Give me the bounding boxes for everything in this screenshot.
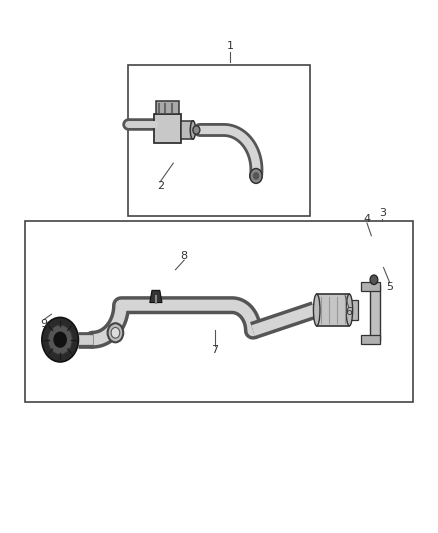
Text: 4: 4 — [364, 214, 371, 224]
Circle shape — [193, 126, 200, 134]
Text: 7: 7 — [211, 345, 218, 356]
Circle shape — [42, 317, 78, 362]
Text: 1: 1 — [226, 42, 233, 52]
Ellipse shape — [314, 294, 320, 326]
Bar — [156, 101, 179, 114]
Bar — [127, 65, 311, 216]
Text: 8: 8 — [180, 251, 188, 261]
Circle shape — [48, 325, 72, 354]
Circle shape — [254, 173, 258, 179]
Bar — [154, 114, 181, 143]
Circle shape — [54, 332, 66, 347]
Circle shape — [108, 323, 123, 342]
Bar — [361, 335, 380, 344]
Text: 9: 9 — [40, 319, 48, 329]
Bar — [317, 294, 350, 326]
Polygon shape — [150, 290, 162, 303]
Bar — [25, 221, 413, 402]
Ellipse shape — [346, 294, 353, 326]
Text: 3: 3 — [379, 208, 386, 219]
Bar — [361, 282, 380, 291]
Text: 6: 6 — [345, 306, 352, 317]
Circle shape — [250, 168, 262, 183]
Text: 2: 2 — [157, 181, 164, 191]
Bar — [371, 285, 380, 341]
Circle shape — [111, 327, 120, 338]
Ellipse shape — [190, 120, 195, 139]
Bar — [181, 120, 193, 139]
Circle shape — [370, 275, 378, 285]
Text: 5: 5 — [386, 281, 393, 292]
Bar — [347, 301, 358, 319]
